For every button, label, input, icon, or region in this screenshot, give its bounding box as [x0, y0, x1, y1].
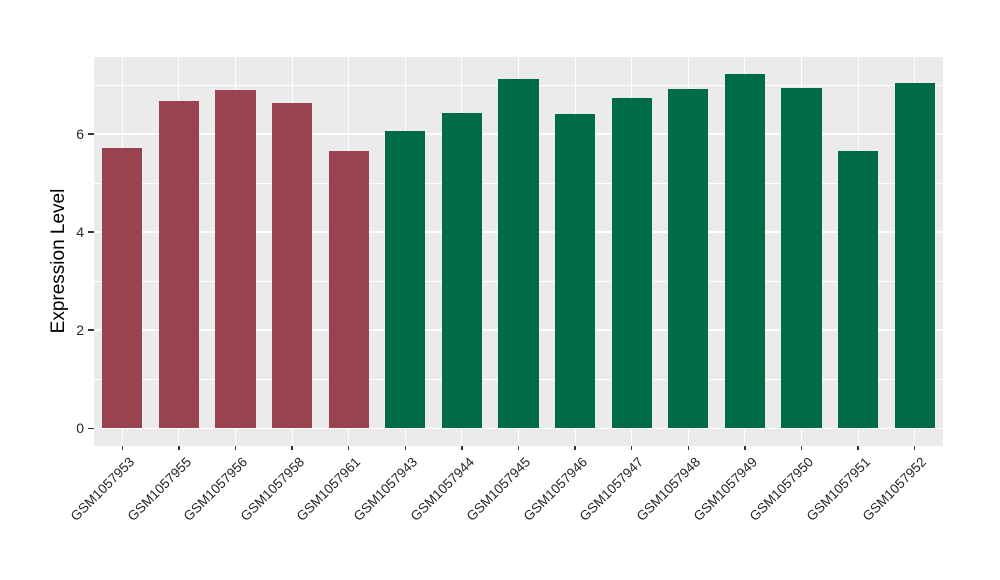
y-tick-label: 0	[76, 420, 84, 437]
bar	[441, 112, 482, 429]
x-tick-mark	[687, 446, 690, 450]
plot-panel	[94, 57, 943, 446]
bar	[385, 131, 426, 429]
x-tick-mark	[178, 446, 180, 450]
y-tick-label: 6	[76, 126, 84, 142]
y-axis-title: Expression Level	[48, 188, 69, 334]
y-tick-mark	[88, 329, 94, 331]
bar	[272, 103, 313, 429]
y-tick-mark	[88, 427, 94, 430]
x-tick-mark	[517, 446, 520, 450]
bar	[102, 148, 143, 429]
x-tick-mark	[404, 446, 407, 450]
x-tick-mark	[234, 446, 237, 450]
bar	[158, 101, 199, 429]
x-tick-mark	[857, 446, 859, 450]
bar	[498, 79, 539, 429]
bar	[838, 151, 879, 429]
bar	[724, 74, 765, 429]
x-tick-mark	[800, 446, 803, 450]
x-tick-mark	[744, 446, 746, 450]
x-tick-mark	[291, 446, 293, 450]
x-tick-mark	[121, 446, 124, 450]
y-tick-label: 2	[76, 322, 84, 339]
y-tick-mark	[88, 231, 94, 233]
bar	[328, 151, 369, 429]
bar	[668, 88, 709, 429]
x-tick-mark	[574, 446, 576, 450]
x-tick-mark	[913, 446, 916, 450]
bar	[555, 113, 596, 429]
x-tick-mark	[461, 446, 463, 450]
y-tick-mark	[88, 133, 94, 135]
bar	[894, 82, 935, 429]
y-tick-label: 4	[76, 224, 84, 241]
bar	[781, 87, 822, 429]
bar	[611, 98, 652, 429]
x-tick-mark	[630, 446, 633, 450]
bar	[215, 89, 256, 429]
x-tick-mark	[347, 446, 350, 450]
